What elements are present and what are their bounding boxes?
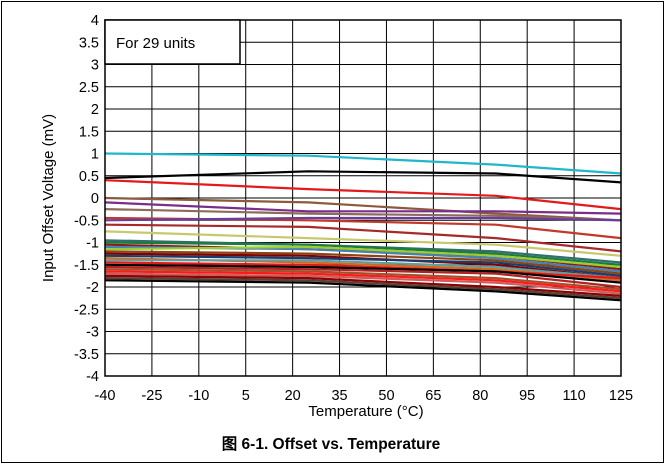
unit-series-line: [104, 216, 622, 240]
x-tick-label: -40: [95, 388, 116, 404]
unit-series-line: [104, 152, 622, 175]
y-tick-label: 0: [91, 191, 99, 207]
unit-series-line: [104, 241, 622, 266]
y-tick-label: 4: [91, 13, 99, 29]
x-tick-label: 35: [331, 388, 347, 404]
y-tick-label: -3.5: [74, 347, 99, 363]
unit-series-line: [104, 245, 622, 269]
unit-series-line: [104, 170, 622, 184]
y-tick-label: -0.5: [74, 213, 99, 229]
y-tick-label: -1.5: [74, 258, 99, 274]
unit-series-line: [104, 265, 622, 289]
unit-series-line: [104, 279, 622, 302]
x-tick-labels: -40 -25 -10 5 20 35 50 65 80 95 110 125: [95, 388, 634, 404]
unit-series-line: [104, 201, 622, 215]
y-axis-label: Input Offset Voltage (mV): [40, 114, 57, 282]
unit-series-line: [104, 277, 622, 300]
y-tick-label: -3: [86, 325, 99, 341]
annotation-text: For 29 units: [116, 35, 195, 52]
unit-series-line: [104, 272, 622, 295]
x-tick-label: 95: [519, 388, 535, 404]
unit-series-line: [104, 179, 622, 211]
unit-series-line: [104, 263, 622, 284]
figure-caption: 图 6-1. Offset vs. Temperature: [222, 435, 441, 453]
x-tick-label: 50: [378, 388, 394, 404]
unit-series-line: [105, 259, 622, 280]
y-tick-label: 1: [91, 147, 99, 163]
y-tick-label: 2: [91, 102, 99, 118]
y-tick-label: 3.5: [79, 35, 99, 51]
x-tick-label: 110: [563, 388, 586, 404]
y-tick-label: -2: [86, 280, 99, 296]
x-tick-label: 125: [609, 388, 633, 404]
series-lines: [104, 152, 622, 302]
unit-series-line: [104, 223, 622, 253]
unit-series-line: [104, 250, 622, 275]
unit-series-line: [104, 274, 622, 297]
y-tick-label: -4: [86, 369, 99, 385]
y-tick-label: -2.5: [74, 302, 99, 318]
x-tick-label: 80: [472, 388, 488, 404]
x-tick-label: 5: [242, 388, 250, 404]
annotation-box: [104, 19, 241, 65]
y-tick-labels: 4 3.5 3 2.5 2 1.5 1 0.5 0 -0.5 -1 -1.5 -2 -2.5 -3 -3.5 -…: [74, 13, 99, 385]
grid-lines: [104, 19, 622, 377]
x-tick-label: 65: [425, 388, 441, 404]
unit-series-line: [104, 268, 622, 291]
x-tick-label: 20: [285, 388, 301, 404]
x-tick-label: -25: [141, 388, 162, 404]
unit-series-line: [104, 254, 622, 277]
y-tick-label: -1: [86, 236, 99, 252]
plot-area: [104, 19, 622, 377]
unit-series-line: [104, 230, 622, 257]
unit-series-line: [104, 270, 622, 293]
y-tick-label: 1.5: [79, 124, 99, 140]
y-tick-label: 3: [91, 58, 99, 74]
x-tick-label: -10: [188, 388, 209, 404]
y-tick-label: 0.5: [79, 169, 99, 185]
x-axis-label: Temperature (°C): [308, 403, 423, 420]
y-tick-label: 2.5: [79, 80, 99, 96]
unit-series-line: [104, 216, 622, 222]
